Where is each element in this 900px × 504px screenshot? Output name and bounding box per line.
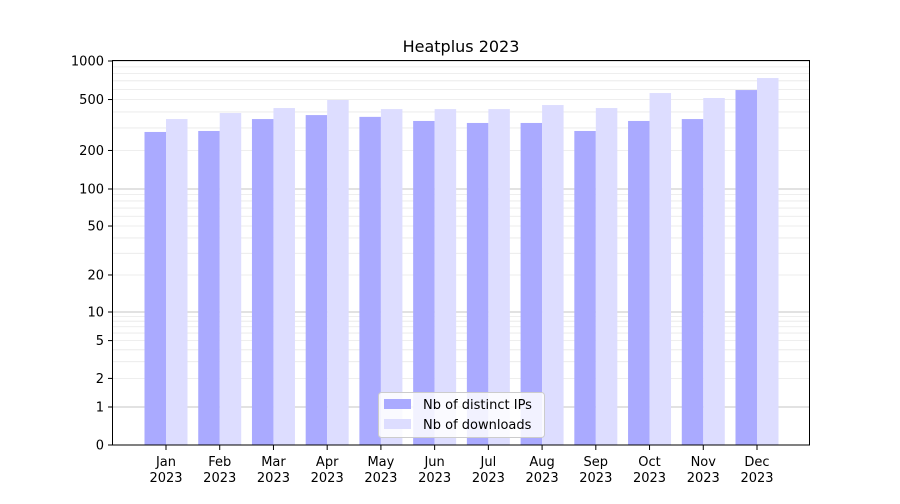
- bar-downloads: [757, 78, 779, 445]
- x-tick-label: May: [367, 455, 394, 470]
- bar-distinct-ips: [466, 122, 489, 446]
- x-tick-label: 2023: [149, 471, 182, 486]
- y-tick-label: 200: [79, 144, 104, 159]
- bar-downloads: [703, 97, 725, 446]
- y-tick-label: 10: [87, 306, 104, 321]
- bar-distinct-ips: [681, 119, 704, 445]
- legend-label: Nb of downloads: [423, 418, 532, 433]
- x-tick-label: Nov: [691, 455, 717, 470]
- y-tick-label: 1: [96, 401, 104, 416]
- x-tick-label: 2023: [364, 471, 397, 486]
- x-tick-label: Mar: [261, 455, 286, 470]
- bar-distinct-ips: [628, 120, 650, 445]
- x-tick-label: Feb: [208, 455, 231, 470]
- bar-distinct-ips: [359, 116, 381, 445]
- y-tick-label: 20: [87, 268, 104, 283]
- y-tick-label: 100: [79, 183, 104, 198]
- x-tick-label: 2023: [203, 471, 236, 486]
- x-tick-label: 2023: [472, 471, 505, 486]
- plot-frame: [112, 60, 810, 446]
- legend-swatch: [384, 399, 411, 409]
- legend: Nb of distinct IPs Nb of downloads: [378, 392, 545, 438]
- y-tick-label: 0: [96, 439, 104, 454]
- x-tick-label: Aug: [529, 455, 554, 470]
- x-tick-label: Jan: [155, 455, 176, 470]
- bar-downloads: [649, 93, 672, 445]
- bar-downloads: [380, 109, 403, 445]
- bar-distinct-ips: [735, 90, 757, 445]
- bar-distinct-ips: [305, 115, 328, 445]
- legend-swatch: [384, 419, 411, 429]
- x-tick-label: 2023: [418, 471, 451, 486]
- x-tick-label: Dec: [744, 455, 769, 470]
- x-tick-label: 2023: [633, 471, 666, 486]
- x-tick-label: 2023: [740, 471, 773, 486]
- bar-distinct-ips: [198, 130, 220, 445]
- bar-downloads: [595, 108, 618, 445]
- bar-downloads: [273, 108, 295, 445]
- bar-downloads: [542, 105, 564, 445]
- bar-downloads: [327, 99, 349, 446]
- legend-box: [378, 392, 545, 438]
- y-tick-label: 50: [87, 220, 104, 235]
- bar-distinct-ips: [520, 122, 543, 446]
- x-tick-label: Jul: [480, 455, 497, 470]
- x-tick-label: 2023: [526, 471, 559, 486]
- y-tick-label: 500: [79, 93, 104, 108]
- x-tick-label: Sep: [584, 455, 609, 470]
- x-tick-label: 2023: [687, 471, 720, 486]
- bar-distinct-ips: [574, 130, 596, 445]
- x-tick-label: Oct: [638, 455, 660, 470]
- bar-downloads: [219, 113, 242, 445]
- bar-downloads: [488, 109, 510, 445]
- bar-distinct-ips: [144, 131, 166, 446]
- x-tick-label: 2023: [579, 471, 612, 486]
- legend-label: Nb of distinct IPs: [423, 398, 532, 413]
- bar-downloads: [434, 109, 457, 445]
- x-tick-label: Jun: [423, 455, 444, 470]
- x-tick-label: Apr: [316, 455, 339, 470]
- bar-distinct-ips: [251, 119, 274, 445]
- x-tick-label: 2023: [311, 471, 344, 486]
- x-tick-label: 2023: [257, 471, 290, 486]
- chart-title: Heatplus 2023: [403, 37, 520, 56]
- bar-distinct-ips: [413, 120, 435, 445]
- y-tick-label: 5: [96, 334, 104, 349]
- y-tick-label: 2: [96, 372, 104, 387]
- bar-downloads: [166, 119, 188, 445]
- y-tick-label: 1000: [71, 55, 104, 70]
